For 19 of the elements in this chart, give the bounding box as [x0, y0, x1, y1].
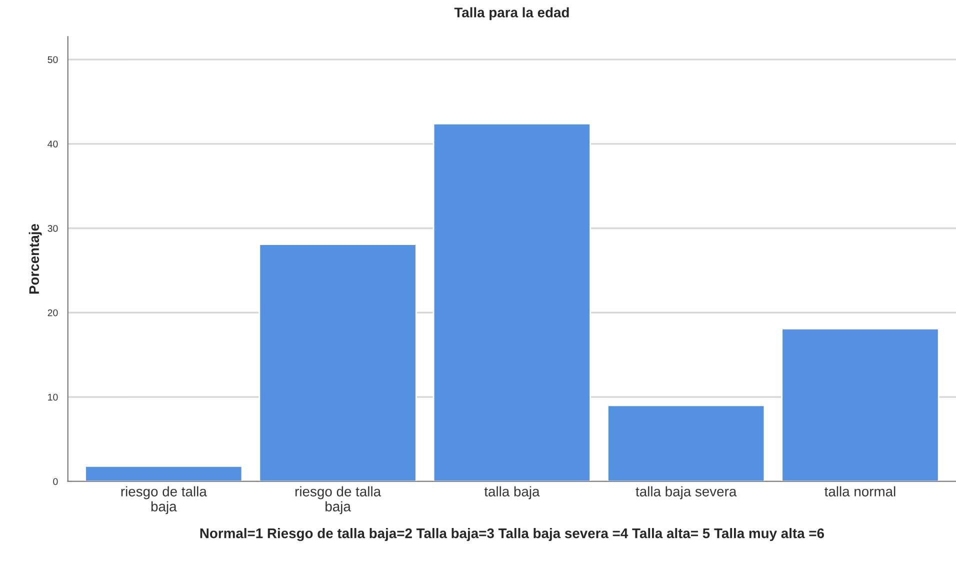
y-tick-label: 30 — [48, 224, 58, 232]
bar — [258, 244, 417, 482]
x-axis-title: Normal=1 Riesgo de talla baja=2 Talla baja=3 Talla baja severa =4 Talla alta= 5 Talla muy alta =6 — [200, 528, 824, 542]
bar — [607, 404, 766, 482]
x-tick-label: talla normal — [824, 486, 896, 496]
y-tick-label: 20 — [48, 309, 58, 316]
chart-title: Talla para la edad — [454, 7, 569, 20]
x-tick-label: talla baja — [484, 486, 540, 500]
x-tick-label: riesgo de talla baja — [121, 486, 207, 514]
y-tick-label: 50 — [48, 56, 58, 64]
bar — [84, 466, 243, 482]
y-tick-label: 0 — [53, 478, 58, 485]
bar — [432, 122, 591, 482]
y-tick-label: 10 — [48, 394, 58, 401]
y-tick-label: 40 — [48, 140, 58, 148]
bar — [781, 328, 940, 482]
x-tick-label: riesgo de talla baja — [295, 486, 382, 514]
x-tick-label: talla baja severa — [636, 486, 737, 500]
y-axis-title: Porcentaje — [28, 224, 42, 294]
